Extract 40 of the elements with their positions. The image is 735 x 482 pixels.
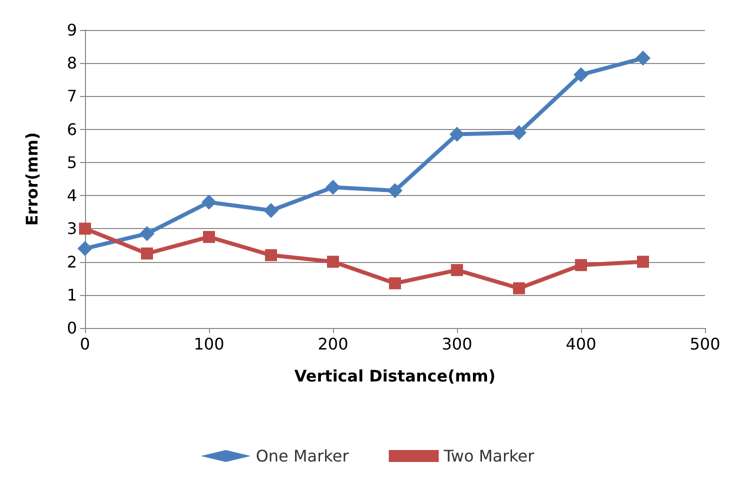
point [637, 256, 649, 268]
y-tick-label: 1 [66, 285, 77, 304]
point [202, 194, 216, 210]
legend-label: Two Marker [442, 446, 535, 466]
point [326, 180, 340, 195]
x-tick-label: 400 [566, 334, 596, 354]
y-tick-label: 5 [66, 152, 77, 172]
point [327, 256, 339, 268]
y-axis-title: Error(mm) [22, 132, 42, 226]
point [574, 67, 588, 82]
point [264, 202, 278, 218]
point [451, 264, 463, 276]
y-tick-label: 3 [66, 219, 77, 238]
y-tick-label: 2 [66, 252, 77, 272]
point [388, 183, 402, 198]
x-tick-label: 0 [80, 334, 90, 354]
x-axis-title: Vertical Distance(mm) [294, 366, 496, 386]
point [78, 241, 92, 256]
point [141, 248, 153, 260]
y-tick-label: 0 [66, 318, 77, 338]
point [512, 125, 526, 140]
point [203, 230, 215, 243]
point [636, 50, 650, 66]
y-tick-label: 4 [66, 186, 77, 206]
x-tick-label: 100 [194, 334, 224, 354]
y-tick-label: 8 [66, 54, 77, 73]
x-tick-label: 300 [442, 334, 472, 354]
x-tick-label: 500 [690, 334, 720, 354]
y-tick-label: 6 [66, 120, 77, 139]
y-tick-label: 9 [66, 20, 77, 40]
x-tick-label: 200 [318, 334, 348, 354]
point [265, 249, 277, 262]
point [450, 126, 464, 142]
point [389, 277, 401, 290]
point [140, 226, 154, 242]
point [513, 282, 525, 294]
y-tick-label: 7 [66, 86, 77, 106]
point [575, 259, 587, 272]
point [79, 222, 91, 235]
legend-label: One Marker [256, 446, 350, 466]
